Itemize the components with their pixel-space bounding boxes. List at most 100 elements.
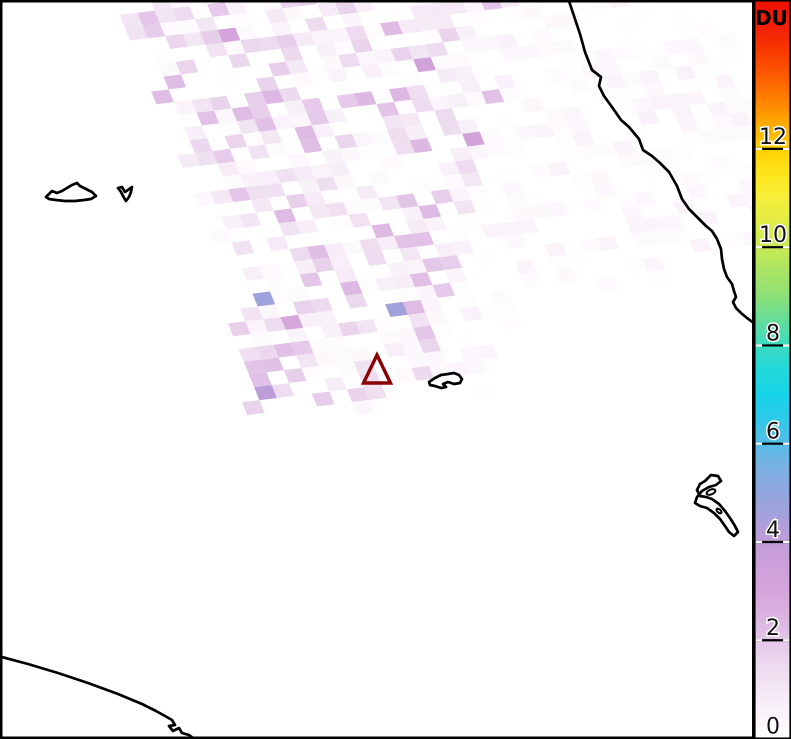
- so2-pixel: [418, 338, 442, 354]
- colorbar-tick-label-2: 2: [766, 616, 780, 641]
- so2-pixel: [364, 385, 387, 400]
- so2-pixel: [303, 191, 326, 207]
- so2-pixel: [360, 63, 384, 79]
- so2-pixel: [243, 359, 267, 375]
- so2-pixel-outlier: [385, 302, 408, 317]
- so2-pixel: [554, 133, 578, 149]
- so2-pixel: [271, 383, 295, 398]
- so2-pixel: [490, 289, 513, 305]
- so2-pixel: [336, 361, 359, 377]
- so2-pixel: [219, 121, 242, 137]
- so2-pixel: [350, 38, 374, 53]
- so2-pixel: [242, 400, 265, 415]
- so2-pixel: [228, 53, 251, 68]
- so2-pixel: [633, 191, 656, 206]
- so2-pixel: [502, 6, 526, 21]
- so2-pixel: [432, 282, 456, 298]
- so2-pixel: [430, 55, 454, 70]
- so2-pixel: [285, 327, 309, 343]
- so2-pixel: [294, 125, 318, 141]
- so2-pixel: [275, 168, 298, 183]
- so2-pixel: [182, 31, 206, 47]
- so2-pixel: [215, 68, 239, 83]
- so2-pixel: [242, 131, 265, 147]
- so2-pixel: [470, 63, 494, 79]
- so2-pixel: [401, 206, 424, 222]
- so2-pixel: [446, 227, 470, 243]
- so2-pixel: [338, 321, 361, 337]
- so2-pixel: [712, 114, 735, 130]
- so2-pixel: [334, 268, 358, 283]
- so2-pixel: [360, 197, 384, 213]
- so2-pixel: [250, 332, 274, 347]
- so2-pixel: [631, 231, 655, 247]
- so2-pixel: [392, 6, 415, 21]
- so2-pixel: [189, 138, 213, 154]
- colorbar-edge-tick-right: [783, 147, 790, 150]
- so2-pixel: [231, 106, 255, 122]
- so2-pixel: [463, 359, 487, 375]
- so2-pixel: [325, 202, 349, 217]
- so2-pixel: [371, 223, 394, 239]
- so2-pixel: [617, 18, 641, 34]
- so2-pixel: [481, 89, 505, 104]
- so2-pixel: [264, 276, 288, 292]
- so2-pixel: [406, 84, 429, 100]
- so2-pixel: [409, 138, 433, 153]
- so2-pixel: [320, 323, 344, 339]
- so2-pixel: [409, 272, 433, 288]
- so2-pixel: [617, 152, 641, 168]
- so2-pixel: [355, 319, 379, 334]
- so2-pixel-outlier: [280, 314, 304, 330]
- so2-pixel: [357, 278, 380, 294]
- so2-pixel: [596, 235, 620, 251]
- so2-pixel: [283, 368, 307, 383]
- so2-pixel: [163, 74, 187, 90]
- so2-pixel: [561, 106, 585, 121]
- so2-pixel: [273, 342, 297, 358]
- so2-pixel: [296, 353, 319, 369]
- so2-pixel: [352, 131, 375, 147]
- so2-pixel: [546, 201, 569, 217]
- so2-pixel: [456, 118, 480, 134]
- so2-pixel: [598, 61, 622, 77]
- so2-pixel: [608, 86, 632, 102]
- so2-pixel: [228, 187, 251, 203]
- so2-pixel: [477, 35, 501, 51]
- so2-pixel: [194, 17, 218, 32]
- so2-pixel: [732, 165, 753, 181]
- so2-pixel: [210, 189, 234, 205]
- so2-pixel: [631, 97, 655, 113]
- so2-pixel: [682, 131, 705, 147]
- so2-pixel: [663, 39, 686, 55]
- so2-pixel: [380, 21, 403, 36]
- so2-pixel: [388, 87, 412, 102]
- so2-pixel: [254, 117, 277, 132]
- so2-pixel: [315, 176, 339, 192]
- island-west-small-outline: [116, 185, 134, 203]
- so2-pixel: [514, 259, 538, 275]
- so2-pixel: [519, 272, 543, 287]
- so2-pixel: [257, 170, 281, 186]
- so2-pixel: [175, 59, 199, 75]
- so2-pixel: [279, 2, 300, 9]
- so2-pixel: [362, 23, 386, 39]
- so2-pixel: [413, 325, 436, 341]
- so2-pixel: [355, 50, 379, 66]
- so2-swath-layer: [119, 2, 753, 415]
- so2-pixel: [621, 206, 644, 221]
- so2-pixel: [741, 232, 753, 247]
- so2-pixel: [247, 144, 270, 160]
- so2-pixel-outlier: [252, 291, 276, 307]
- so2-pixel: [270, 21, 293, 37]
- so2-pixel: [638, 69, 662, 85]
- so2-pixel: [240, 172, 263, 188]
- so2-pixel: [373, 316, 396, 332]
- so2-pixel: [275, 33, 298, 49]
- so2-pixel: [296, 219, 319, 234]
- so2-pixel: [474, 250, 498, 266]
- so2-pixel: [261, 2, 283, 11]
- so2-pixel: [320, 55, 344, 71]
- so2-pixel: [261, 357, 284, 373]
- so2-pixel: [511, 206, 534, 221]
